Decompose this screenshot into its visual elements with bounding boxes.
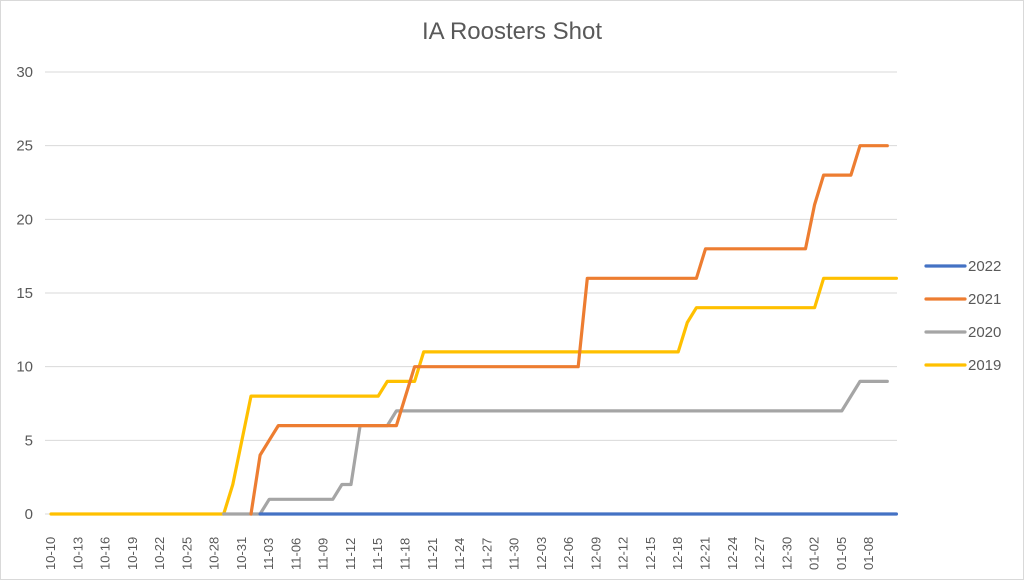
x-tick-label: 12-09 — [588, 537, 603, 570]
y-tick-label: 30 — [16, 64, 33, 81]
series-line-2021 — [249, 144, 889, 516]
x-tick-label: 12-15 — [643, 537, 658, 570]
x-tick-label: 10-19 — [125, 537, 140, 570]
chart-title: IA Roosters Shot — [421, 18, 603, 45]
y-tick-label: 5 — [25, 432, 33, 449]
x-tick-label: 01-08 — [861, 537, 876, 570]
x-tick-label: 10-16 — [98, 537, 113, 570]
x-tick-label: 12-30 — [779, 537, 794, 570]
x-tick-label: 10-10 — [43, 537, 58, 570]
x-tick-label: 12-03 — [534, 537, 549, 570]
x-tick-label: 11-06 — [288, 538, 303, 570]
x-tick-label: 12-18 — [670, 537, 685, 570]
legend-label-2022: 2022 — [968, 258, 1001, 275]
x-tick-label: 12-06 — [561, 537, 576, 570]
series-line-2019 — [49, 276, 899, 516]
series-line-2020 — [222, 379, 889, 516]
x-tick-label: 10-13 — [70, 537, 85, 570]
x-tick-label: 11-24 — [452, 538, 467, 570]
legend-label-2020: 2020 — [968, 324, 1001, 341]
x-tick-label: 12-12 — [616, 537, 631, 570]
x-tick-label: 10-28 — [207, 537, 222, 570]
x-tick-label: 12-21 — [697, 537, 712, 570]
legend-label-2019: 2019 — [968, 357, 1001, 374]
x-tick-label: 11-03 — [261, 538, 276, 570]
x-tick-label: 11-21 — [425, 538, 440, 570]
x-tick-label: 12-27 — [752, 537, 767, 570]
x-tick-label: 01-02 — [807, 537, 822, 570]
x-tick-label: 11-15 — [370, 538, 385, 570]
y-tick-label: 10 — [16, 359, 33, 376]
x-tick-label: 10-22 — [152, 537, 167, 570]
x-tick-label: 11-18 — [398, 538, 413, 570]
x-tick-label: 11-12 — [343, 538, 358, 570]
data-series — [49, 144, 899, 516]
legend: 2022 2021 2020 2019 — [924, 258, 1001, 374]
x-tick-label: 01-05 — [834, 537, 849, 570]
y-tick-label: 0 — [25, 506, 33, 523]
x-tick-label: 12-24 — [725, 537, 740, 570]
y-axis-ticks: 0 5 10 15 20 25 30 — [16, 64, 33, 523]
x-tick-label: 11-09 — [316, 538, 331, 570]
gridlines — [45, 71, 897, 515]
x-tick-label: 10-31 — [234, 537, 249, 570]
y-tick-label: 25 — [16, 138, 33, 155]
x-tick-label: 11-30 — [507, 538, 522, 570]
x-axis-ticks: 10-10 10-13 10-16 10-19 10-22 10-25 10-28 10-31… — [43, 537, 876, 570]
y-tick-label: 20 — [16, 211, 33, 228]
x-tick-label: 11-27 — [479, 538, 494, 570]
x-tick-label: 10-25 — [179, 537, 194, 570]
y-tick-label: 15 — [16, 285, 33, 302]
legend-label-2021: 2021 — [968, 291, 1001, 308]
